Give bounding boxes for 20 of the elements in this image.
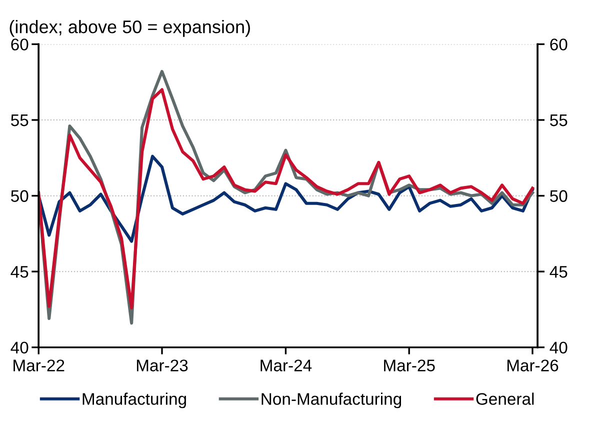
legend-label: Manufacturing (82, 392, 186, 408)
y2-tick-label: 60 (550, 38, 568, 50)
y-tick-label: 55 (11, 114, 28, 126)
y-tick-label: 60 (11, 38, 28, 50)
y-tick-label: 45 (10, 266, 28, 278)
x-tick-label: Mar-23 (136, 360, 188, 372)
x-tick-label: Mar-22 (14, 360, 64, 372)
y2-tick-label: 55 (550, 114, 568, 126)
x-tick-label: Mar-26 (507, 360, 558, 372)
x-tick-label: Mar-25 (384, 360, 435, 372)
y-tick-label: 50 (11, 190, 28, 202)
y2-tick-label: 45 (550, 266, 568, 278)
chart-title: (index; above 50 = expansion) (10, 20, 250, 37)
x-tick-label: Mar-24 (260, 360, 312, 372)
y2-tick-label: 40 (550, 342, 568, 354)
line-series (38, 154, 534, 243)
y-tick-label: 40 (10, 342, 28, 354)
legend-label: General (476, 392, 534, 405)
y2-tick-label: 50 (550, 190, 568, 202)
legend-label: Non-Manufacturing (262, 392, 402, 408)
